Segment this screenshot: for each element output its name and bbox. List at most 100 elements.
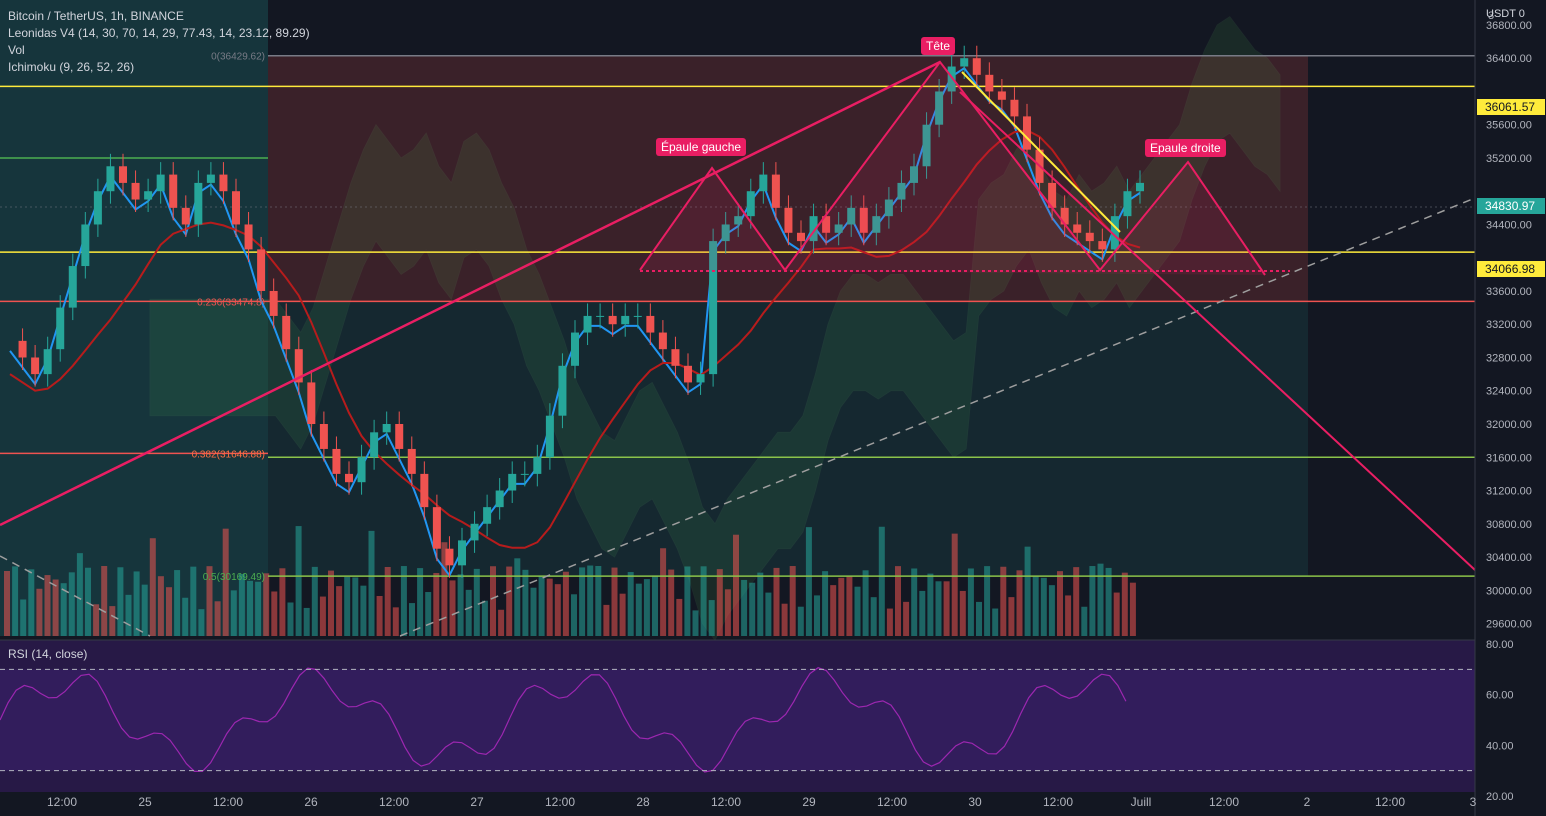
volume-bar [538,575,545,636]
right-shoulder-label[interactable]: Epaule droite [1145,139,1226,157]
volume-bar [44,575,51,636]
candle-body [734,216,743,225]
price-tick: 36400.00 [1486,53,1532,65]
volume-bar [166,587,172,636]
candle-body [972,58,981,75]
volume-bar [765,592,772,636]
rsi-tick: 20.00 [1486,791,1514,803]
volume-bar [344,576,351,636]
candle-body [81,224,90,267]
time-tick: 3 [1470,795,1477,809]
volume-bar [1073,567,1080,636]
candle-body [1085,232,1094,242]
head-shoulders-pattern[interactable] [0,60,1476,571]
volume-bar [773,567,780,636]
price-tick: 29600.00 [1486,619,1532,631]
time-tick: 28 [636,795,650,809]
volume-bar [222,528,229,636]
volume-bar [676,598,683,636]
candle-body [784,207,793,233]
volume-bar [530,587,537,636]
candle-body [922,124,931,167]
volume-bar [93,604,100,636]
volume-bar [52,579,59,636]
volume-bar [984,566,991,636]
volume-bar [789,566,796,636]
candle-body [633,315,642,317]
volume-bar [846,576,853,636]
price-tick: 35200.00 [1486,153,1532,165]
volume-bar [36,588,43,636]
indicator-ichimoku[interactable]: Ichimoku (9, 26, 52, 26) [8,60,135,74]
cloud-band [149,16,1281,641]
rsi-line [0,667,1127,773]
candle-body [1023,116,1031,150]
candle-body [684,365,692,383]
candle-body [872,216,881,233]
rising-trendline [0,60,941,527]
rsi-tick: 60.00 [1486,690,1514,702]
volume-bar [295,526,302,636]
head-label[interactable]: Tête [921,37,956,55]
rsi-tick: 40.00 [1486,740,1514,752]
candle-body [232,191,240,225]
rsi-plot [0,667,1475,773]
volume-bar [328,570,334,636]
candle-body [219,174,228,192]
volume-bar [352,577,359,636]
volume-bar [716,569,723,636]
volume-bar [935,581,942,636]
candle-body [131,182,140,200]
fib-label-2: 0.382(31646.88) [192,449,265,460]
volume-bar [141,584,148,636]
candle-body [621,315,630,325]
candle-body [960,58,969,67]
volume-bar [668,569,675,636]
volume-bar [927,573,934,636]
candle-body [583,315,592,333]
volume-bar [12,566,19,636]
volume-bar [85,567,91,636]
time-tick: 2 [1304,795,1311,809]
volume-bar [1024,546,1031,636]
volume-bar [182,597,189,636]
volume-bar [951,533,958,636]
volume-bar [384,566,391,636]
volume-bar [805,527,812,636]
volume-bar [611,567,618,636]
price-unit[interactable]: USDT 0 [1486,8,1525,20]
time-tick: Juill [1131,795,1152,809]
volume-bar [60,583,67,636]
volume-bar [28,569,35,636]
yellow-trendline [961,71,1121,233]
volume-bar [271,591,278,636]
candle-body [432,507,441,549]
volume-bar [692,610,699,636]
candle-body [1110,216,1119,250]
volume-bar [660,548,667,636]
volume-bar [214,601,221,636]
rsi-title[interactable]: RSI (14, close) [8,647,88,661]
left-shoulder-label[interactable]: Épaule gauche [656,138,747,156]
candle-body [985,74,994,92]
fib-label-1: 0.236(33474.8) [197,297,265,308]
symbol-title[interactable]: Bitcoin / TetherUS, 1h, BINANCE [8,9,184,23]
candle-body [709,241,718,375]
time-tick: 12:00 [1209,795,1239,809]
candle-body [721,224,730,242]
volume-bar [619,593,626,636]
volume-bar [959,590,966,636]
volume-bar [749,582,756,636]
price-tick: 32800.00 [1486,352,1532,364]
indicator-leonidas[interactable]: Leonidas V4 (14, 30, 70, 14, 29, 77.43, … [8,26,310,40]
time-tick: 12:00 [47,795,77,809]
volume-bar [781,603,788,636]
price-tick: 36800.00 [1486,20,1532,32]
candle-body [357,457,366,483]
indicator-vol[interactable]: Vol [8,43,25,57]
volume-bar [449,580,456,636]
candle-body [382,424,391,433]
volume-bar [319,596,326,636]
candle-body [771,174,780,208]
